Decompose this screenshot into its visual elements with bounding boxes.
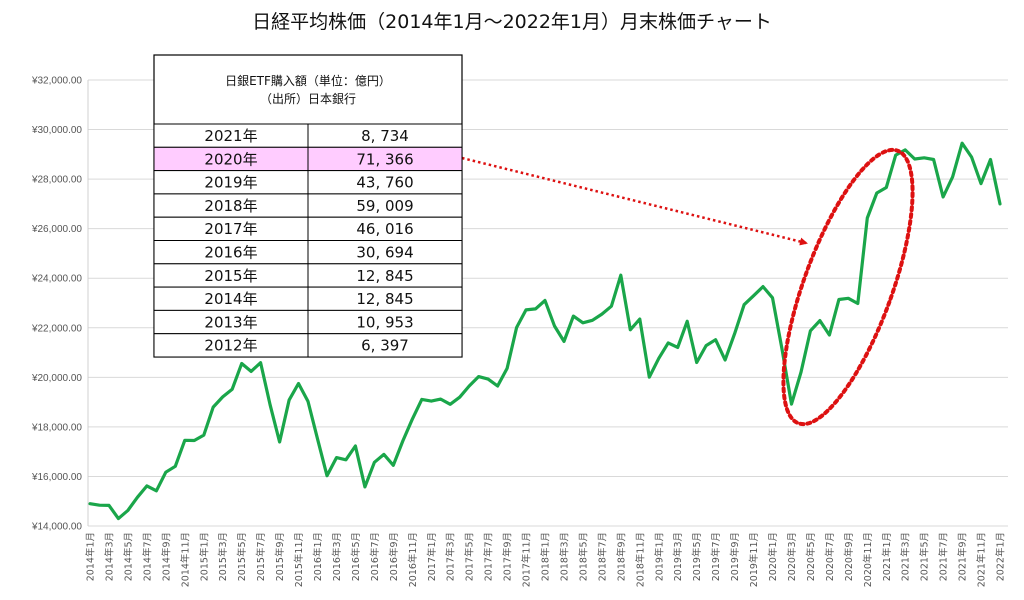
x-tick-label: 2017年3月 [445, 532, 457, 581]
x-tick-label: 2018年11月 [634, 532, 646, 587]
table-source: （出所）日本銀行 [260, 92, 356, 106]
x-tick-label: 2020年7月 [824, 532, 836, 581]
table-amount-cell: 12, 845 [356, 267, 413, 285]
x-tick-label: 2014年5月 [122, 532, 134, 581]
y-tick-label: ¥26,000.00 [31, 224, 82, 235]
x-tick-label: 2018年1月 [540, 532, 552, 581]
x-tick-label: 2015年5月 [236, 532, 248, 581]
x-tick-label: 2016年3月 [331, 532, 343, 581]
x-tick-label: 2018年7月 [596, 532, 608, 581]
table-amount-cell: 30, 694 [356, 244, 413, 262]
x-tick-label: 2017年5月 [464, 532, 476, 581]
y-tick-label: ¥20,000.00 [31, 373, 82, 384]
x-tick-label: 2021年5月 [919, 532, 931, 581]
x-tick-label: 2017年7月 [483, 532, 495, 581]
x-tick-label: 2015年1月 [198, 532, 210, 581]
chart-title: 日経平均株価（2014年1月～2022年1月）月末株価チャート [252, 11, 772, 33]
y-tick-label: ¥14,000.00 [31, 522, 82, 533]
table-year-cell: 2017年 [204, 220, 257, 238]
table-amount-cell: 12, 845 [356, 290, 413, 308]
y-tick-label: ¥16,000.00 [31, 472, 82, 483]
x-tick-label: 2014年11月 [179, 532, 191, 587]
x-tick-label: 2020年1月 [767, 532, 779, 581]
table-year-cell: 2021年 [204, 127, 257, 145]
x-tick-label: 2015年11月 [293, 532, 305, 587]
table-amount-cell: 59, 009 [356, 197, 413, 215]
price-line [88, 141, 1002, 521]
y-tick-label: ¥22,000.00 [31, 323, 82, 334]
x-tick-label: 2014年3月 [103, 532, 115, 581]
x-tick-label: 2019年1月 [653, 532, 665, 581]
x-tick-label: 2022年1月 [995, 532, 1007, 581]
x-tick-label: 2020年11月 [862, 532, 874, 587]
x-tick-label: 2017年1月 [426, 532, 438, 581]
table-year-cell: 2012年 [204, 337, 257, 355]
x-tick-label: 2016年11月 [407, 532, 419, 587]
table-year-cell: 2015年 [204, 267, 257, 285]
table-year-cell: 2014年 [204, 290, 257, 308]
arrow-line [461, 156, 808, 246]
x-tick-label: 2018年3月 [558, 532, 570, 581]
table-amount-cell: 6, 397 [361, 337, 409, 355]
x-tick-label: 2016年7月 [369, 532, 381, 581]
table-title: 日銀ETF購入額（単位：億円） [225, 73, 391, 88]
y-tick-label: ¥18,000.00 [31, 422, 82, 433]
highlight-ellipse [781, 147, 915, 427]
x-tick-label: 2014年7月 [141, 532, 153, 581]
x-tick-label: 2019年5月 [691, 532, 703, 581]
x-tick-label: 2019年9月 [729, 532, 741, 581]
x-tick-label: 2018年5月 [577, 532, 589, 581]
table-year-cell: 2013年 [204, 313, 257, 331]
x-tick-label: 2021年1月 [881, 532, 893, 581]
x-tick-label: 2016年5月 [350, 532, 362, 581]
y-tick-label: ¥30,000.00 [31, 125, 82, 136]
x-tick-label: 2020年5月 [805, 532, 817, 581]
x-tick-label: 2016年9月 [388, 532, 400, 581]
x-tick-label: 2019年7月 [710, 532, 722, 581]
annotation-group [461, 147, 915, 427]
x-tick-label: 2021年9月 [957, 532, 969, 581]
x-tick-label: 2021年11月 [976, 532, 988, 587]
table-amount-cell: 46, 016 [356, 220, 413, 238]
table-amount-cell: 71, 366 [356, 150, 413, 168]
x-tick-label: 2014年9月 [160, 532, 172, 581]
x-tick-label: 2018年9月 [615, 532, 627, 581]
table-amount-cell: 10, 953 [356, 313, 413, 331]
y-tick-label: ¥24,000.00 [31, 274, 82, 285]
x-tick-label: 2015年9月 [274, 532, 286, 581]
x-tick-label: 2021年3月 [900, 532, 912, 581]
x-tick-label: 2015年3月 [217, 532, 229, 581]
table-year-cell: 2018年 [204, 197, 257, 215]
x-tick-label: 2014年1月 [85, 532, 97, 581]
table-year-cell: 2020年 [204, 150, 257, 168]
x-tick-label: 2017年11月 [521, 532, 533, 587]
table-year-cell: 2016年 [204, 244, 257, 262]
x-tick-label: 2019年3月 [672, 532, 684, 581]
table-amount-cell: 8, 734 [361, 127, 409, 145]
table-year-cell: 2019年 [204, 174, 257, 192]
table-amount-cell: 43, 760 [356, 174, 413, 192]
x-tick-label: 2019年11月 [748, 532, 760, 587]
x-tick-label: 2020年3月 [786, 532, 798, 581]
x-tick-label: 2016年1月 [312, 532, 324, 581]
x-axis-ticks: 2014年1月 2014年3月 2014年5月 2014年7月 2014年9月 2014年… [85, 532, 1007, 587]
y-tick-label: ¥32,000.00 [31, 76, 82, 87]
price-series [88, 141, 1002, 521]
x-tick-label: 2020年9月 [843, 532, 855, 581]
y-axis-ticks: ¥14,000.00 ¥16,000.00 ¥18,000.00 ¥20,000.00… [31, 76, 82, 533]
x-tick-label: 2015年7月 [255, 532, 267, 581]
etf-purchase-table: 日銀ETF購入額（単位：億円） （出所）日本銀行 2021年 8, 734 2020年 7… [153, 54, 463, 358]
x-tick-label: 2017年9月 [502, 532, 514, 581]
x-tick-label: 2021年7月 [938, 532, 950, 581]
y-tick-label: ¥28,000.00 [31, 175, 82, 186]
